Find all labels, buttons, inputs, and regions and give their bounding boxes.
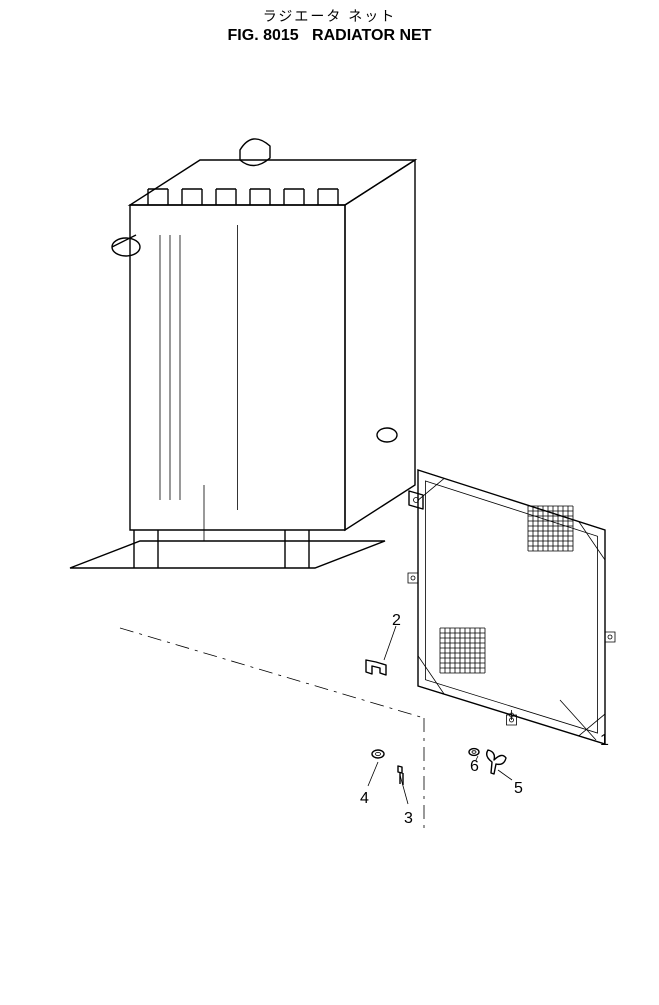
callout-1: 1 bbox=[600, 732, 609, 750]
callout-4: 4 bbox=[360, 790, 369, 808]
callout-3: 3 bbox=[404, 810, 413, 828]
callout-2: 2 bbox=[392, 612, 401, 630]
technical-drawing bbox=[0, 0, 659, 1005]
page: ラジエータ ネット FIG. 8015 RADIATOR NET 1 2 3 4… bbox=[0, 0, 659, 1005]
callout-5: 5 bbox=[514, 780, 523, 798]
callout-6: 6 bbox=[470, 758, 479, 776]
